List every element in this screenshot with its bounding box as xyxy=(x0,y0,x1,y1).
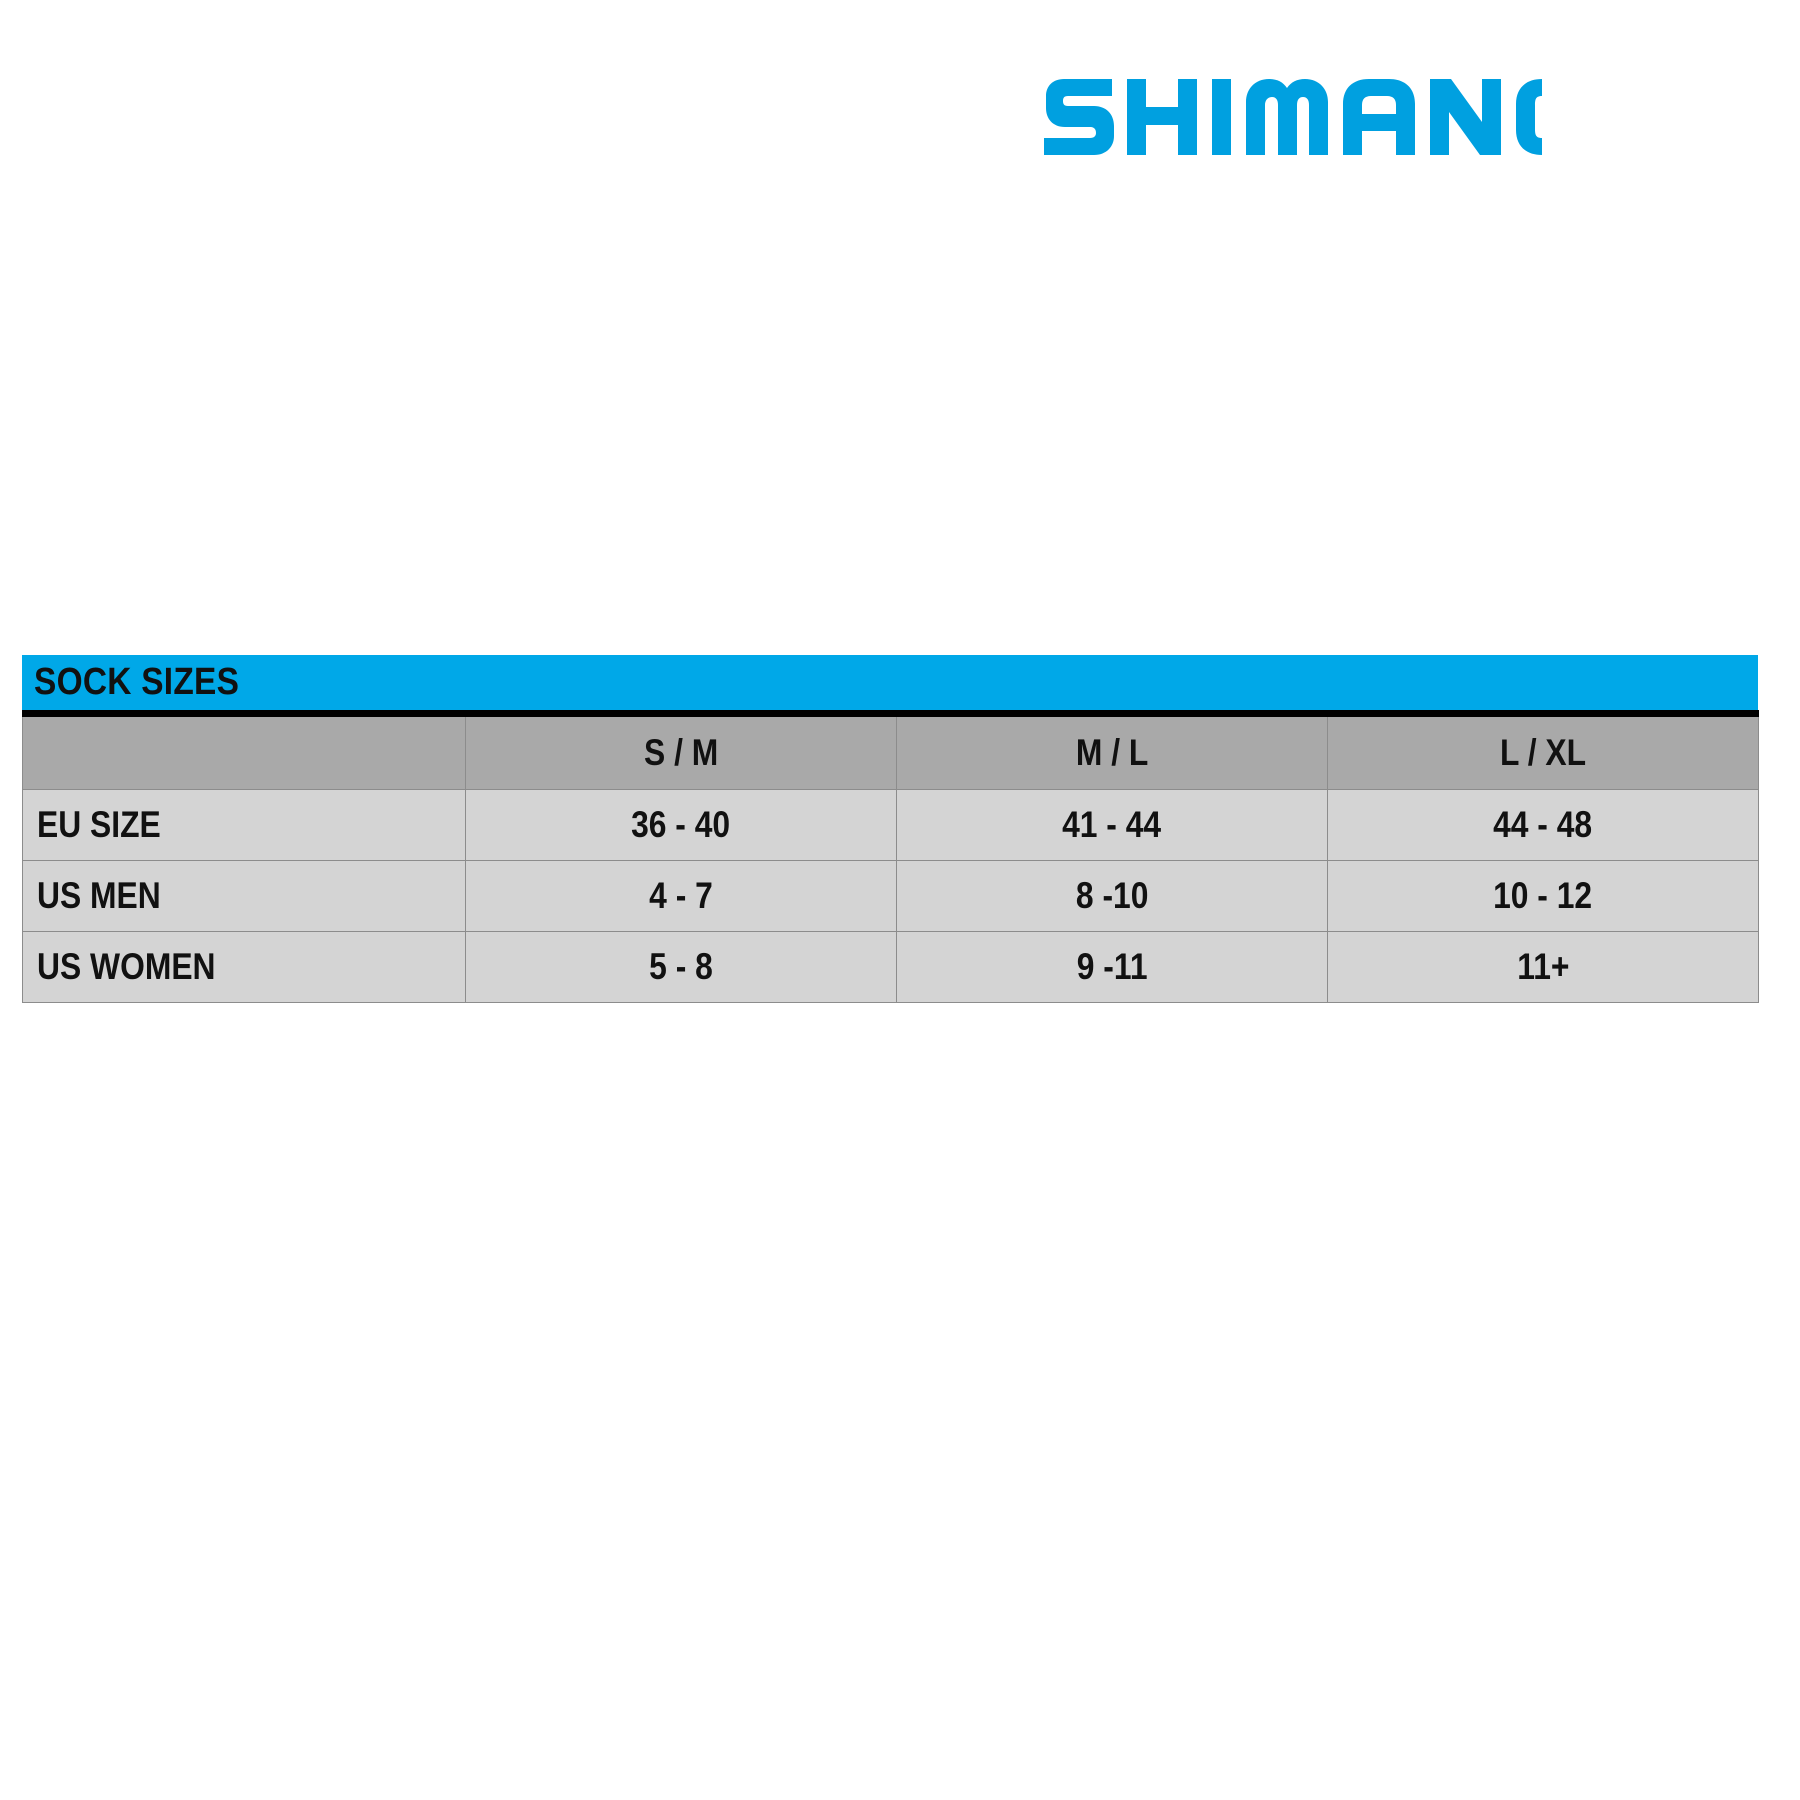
column-header-lxl: L / XL xyxy=(1327,713,1759,790)
cell-eu-size-ml-text: 41 - 44 xyxy=(1062,804,1162,845)
row-label-us-men: US MEN xyxy=(22,860,466,932)
cell-us-women-lxl-text: 11+ xyxy=(1516,946,1570,987)
shimano-logo xyxy=(1042,78,1542,156)
cell-eu-size-sm-text: 36 - 40 xyxy=(631,804,731,845)
table-row: US MEN 4 - 7 8 -10 10 - 12 xyxy=(22,860,1759,932)
cell-us-women-ml-text: 9 -11 xyxy=(1076,946,1148,987)
cell-us-men-sm-text: 4 - 7 xyxy=(649,875,713,916)
column-header-sm-label: S / M xyxy=(643,732,719,773)
chart-title: SOCK SIZES xyxy=(34,661,240,703)
cell-us-women-sm-text: 5 - 8 xyxy=(649,946,713,987)
cell-us-women-ml: 9 -11 xyxy=(896,931,1328,1003)
shimano-logo-mark xyxy=(1044,79,1542,155)
row-label-us-women-text: US WOMEN xyxy=(37,946,216,987)
sock-size-chart: SOCK SIZES S / M M / L L / XL xyxy=(22,655,1759,1003)
size-table-head: S / M M / L L / XL xyxy=(22,713,1759,790)
row-label-us-women: US WOMEN xyxy=(22,931,466,1003)
cell-us-women-sm: 5 - 8 xyxy=(465,931,897,1003)
row-label-eu-size: EU SIZE xyxy=(22,789,466,861)
cell-eu-size-lxl-text: 44 - 48 xyxy=(1493,804,1593,845)
row-label-us-men-text: US MEN xyxy=(37,875,161,916)
table-row: EU SIZE 36 - 40 41 - 44 44 - 48 xyxy=(22,789,1759,861)
column-header-ml: M / L xyxy=(896,713,1328,790)
cell-us-men-lxl-text: 10 - 12 xyxy=(1493,875,1593,916)
column-header-lxl-label: L / XL xyxy=(1499,732,1587,773)
table-header-row: S / M M / L L / XL xyxy=(22,713,1759,790)
cell-us-men-ml: 8 -10 xyxy=(896,860,1328,932)
cell-us-women-lxl: 11+ xyxy=(1327,931,1759,1003)
column-header-ml-label: M / L xyxy=(1075,732,1149,773)
brand-header xyxy=(0,0,1800,250)
chart-title-bar: SOCK SIZES xyxy=(22,655,1758,710)
table-row: US WOMEN 5 - 8 9 -11 11+ xyxy=(22,931,1759,1003)
cell-eu-size-ml: 41 - 44 xyxy=(896,789,1328,861)
column-header-blank xyxy=(22,713,466,790)
cell-us-men-ml-text: 8 -10 xyxy=(1075,875,1149,916)
size-table: S / M M / L L / XL EU SIZE 36 - 40 4 xyxy=(22,710,1759,1003)
row-label-eu-size-text: EU SIZE xyxy=(37,804,161,845)
cell-us-men-sm: 4 - 7 xyxy=(465,860,897,932)
cell-eu-size-sm: 36 - 40 xyxy=(465,789,897,861)
cell-us-men-lxl: 10 - 12 xyxy=(1327,860,1759,932)
size-table-body: EU SIZE 36 - 40 41 - 44 44 - 48 US MEN 4… xyxy=(22,789,1759,1003)
cell-eu-size-lxl: 44 - 48 xyxy=(1327,789,1759,861)
column-header-sm: S / M xyxy=(465,713,897,790)
